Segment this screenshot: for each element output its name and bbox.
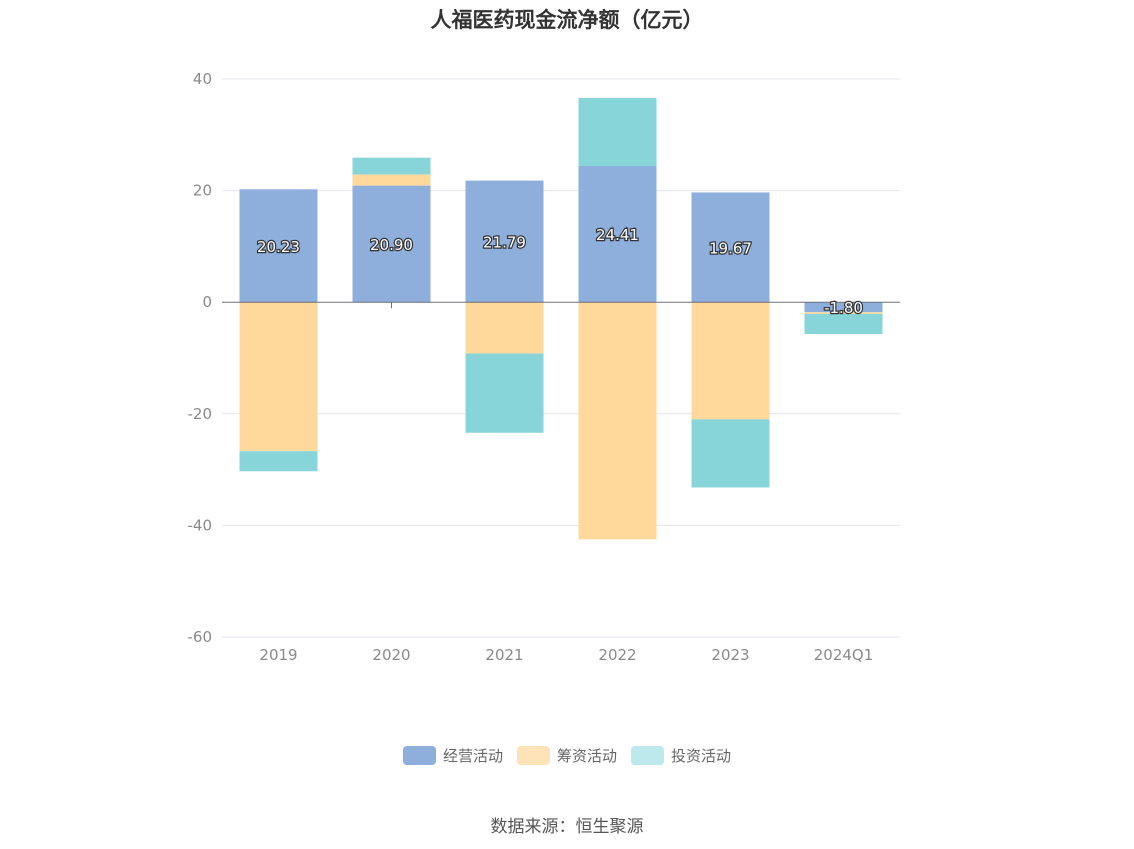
legend: 经营活动 筹资活动 投资活动 bbox=[0, 745, 1134, 766]
bar-segment-3 bbox=[465, 353, 544, 433]
y-tick-label: 20 bbox=[193, 182, 212, 200]
bar-segment-3 bbox=[804, 313, 883, 335]
bar-segment-1 bbox=[465, 180, 544, 303]
chart-plot: 40 20 0 -20 -40 -60 2019 2020 2021 2022 2023 2024Q1… bbox=[188, 70, 900, 664]
bar-segment-1 bbox=[578, 165, 657, 303]
legend-label: 筹资活动 bbox=[556, 747, 617, 765]
legend-swatch bbox=[631, 746, 664, 765]
legend-swatch bbox=[402, 746, 436, 765]
bar-segment-2 bbox=[804, 312, 883, 314]
bar-segment-2 bbox=[578, 302, 657, 540]
x-tick-label: 2024Q1 bbox=[814, 646, 874, 664]
bar-segment-1 bbox=[804, 302, 883, 313]
x-tick-label: 2019 bbox=[259, 646, 297, 664]
chart-title: 人福医药现金流净额（亿元） bbox=[430, 8, 704, 32]
bar-segment-1 bbox=[352, 185, 431, 303]
x-tick-label: 2022 bbox=[598, 646, 636, 664]
bar-segment-1 bbox=[239, 189, 318, 303]
legend-item[interactable]: 筹资活动 bbox=[516, 745, 617, 766]
legend-swatch bbox=[516, 746, 550, 765]
data-label: 21.79 bbox=[483, 233, 526, 251]
legend-label: 经营活动 bbox=[442, 747, 503, 765]
bar-segment-3 bbox=[239, 451, 318, 472]
y-tick-label: 0 bbox=[202, 293, 212, 311]
data-label: 24.41 bbox=[596, 226, 639, 244]
y-tick-label: -60 bbox=[188, 628, 213, 646]
bar-layer bbox=[239, 97, 883, 540]
y-tick-label: -40 bbox=[188, 516, 213, 534]
legend-label: 投资活动 bbox=[671, 747, 732, 765]
bar-segment-1 bbox=[691, 192, 770, 303]
y-tick-label: 40 bbox=[193, 70, 212, 88]
data-label: 20.90 bbox=[370, 236, 413, 254]
data-label: -1.80 bbox=[824, 299, 863, 317]
bar-segment-2 bbox=[465, 302, 544, 354]
bar-segment-2 bbox=[352, 174, 431, 186]
grid-layer bbox=[222, 78, 900, 638]
label-layer: 20.23 20.90 21.79 24.41 19.67 -1.80 bbox=[256, 225, 864, 319]
bar-segment-2 bbox=[239, 302, 318, 452]
legend-item[interactable]: 投资活动 bbox=[631, 745, 731, 766]
bar-segment-3 bbox=[578, 97, 657, 166]
x-tick-label: 2021 bbox=[485, 646, 523, 664]
bar-segment-2 bbox=[691, 302, 770, 420]
data-label: 20.23 bbox=[257, 238, 300, 256]
data-label: 19.67 bbox=[709, 239, 752, 257]
legend-item[interactable]: 经营活动 bbox=[402, 745, 503, 766]
y-tick-label: -20 bbox=[188, 405, 213, 423]
x-tick-label: 2023 bbox=[711, 646, 749, 664]
bar-segment-3 bbox=[352, 157, 431, 175]
bar-segment-3 bbox=[691, 419, 770, 488]
source-note: 数据来源：恒生聚源 bbox=[490, 817, 644, 837]
x-tick-label: 2020 bbox=[372, 646, 410, 664]
axis-layer: 40 20 0 -20 -40 -60 2019 2020 2021 2022 2023 2024Q1 bbox=[188, 70, 900, 664]
